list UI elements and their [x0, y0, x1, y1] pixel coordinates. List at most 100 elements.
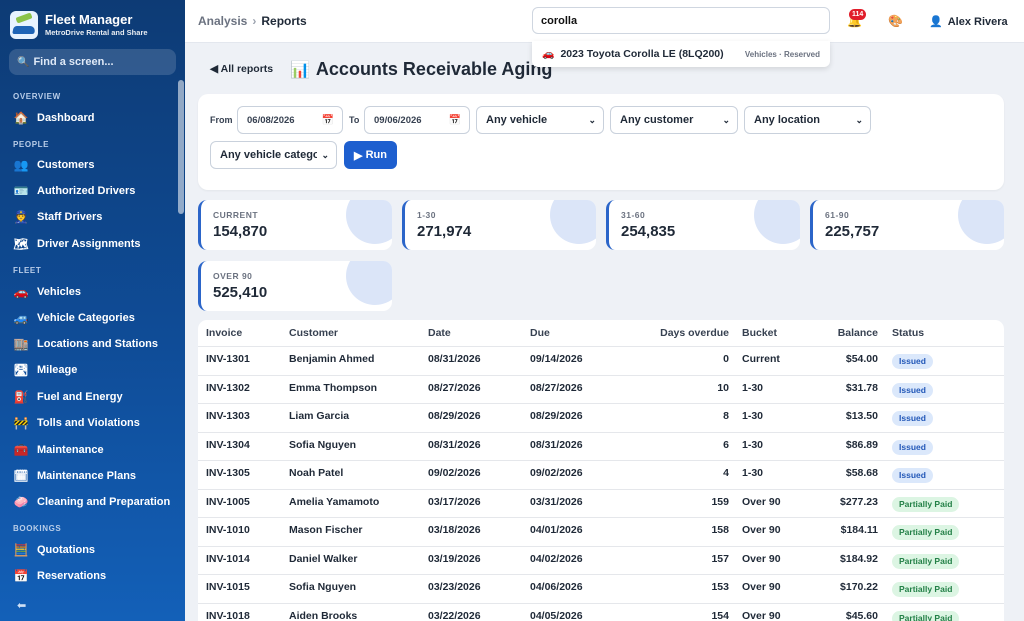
fleet-logo-icon — [10, 11, 38, 39]
col-date[interactable]: Date — [428, 327, 451, 339]
to-label: To — [349, 115, 360, 125]
sidebar-item-locations[interactable]: 🏬 Locations and Stations — [13, 337, 159, 351]
col-due[interactable]: Due — [530, 327, 550, 339]
table-cell: 03/18/2026 — [428, 524, 481, 536]
sidebar-item-authorized-drivers[interactable]: 🪪 Authorized Drivers — [13, 184, 136, 198]
col-status[interactable]: Status — [892, 327, 925, 339]
table-cell: 1-30 — [742, 381, 764, 394]
table-cell: $31.78 — [845, 381, 878, 394]
sidebar-item-vehicle-categories[interactable]: 🚙 Vehicle Categories — [13, 311, 135, 325]
table-cell: 1-30 — [742, 438, 764, 451]
sidebar-item-maintenance-plans[interactable]: 🗓 Maintenance Plans — [13, 469, 137, 483]
sidebar-item-maintenance[interactable]: 🧰 Maintenance — [13, 443, 104, 457]
table-cell: $13.50 — [845, 410, 878, 422]
car-icon: 🚗 — [13, 285, 29, 299]
table-row[interactable]: INV-1014 Daniel Walker 03/19/2026 04/02/202… — [198, 547, 1004, 575]
table-cell: 03/23/2026 — [428, 581, 481, 593]
table-cell: 08/31/2026 — [428, 438, 481, 451]
sidebar-item-dashboard[interactable]: 🏠 Dashboard — [13, 111, 95, 125]
table-row[interactable]: INV-1301 Benjamin Ahmed 08/31/2026 09/14/20… — [198, 347, 1004, 376]
table-row[interactable]: INV-1303 Liam Garcia 08/29/2026 08/29/2026 8… — [198, 404, 1004, 433]
run-button[interactable]: ▶ Run — [344, 141, 397, 169]
table-cell: INV-1014 — [206, 552, 250, 565]
sidebar-item-staff-drivers[interactable]: 👮 Staff Drivers — [13, 210, 103, 224]
table-cell: 04/05/2026 — [530, 609, 583, 621]
table-cell: $184.11 — [840, 524, 878, 536]
sidebar-item-vehicles[interactable]: 🚗 Vehicles — [13, 285, 82, 299]
table-row[interactable]: INV-1302 Emma Thompson 08/27/2026 08/27/202… — [198, 376, 1004, 404]
col-days-overdue[interactable]: Days overdue — [660, 327, 729, 339]
table-cell: 158 — [711, 524, 729, 536]
table-cell: 09/02/2026 — [530, 467, 583, 479]
find-screen-input[interactable]: 🔍 Find a screen... — [9, 49, 176, 75]
calendar-icon[interactable]: 📅 — [321, 114, 334, 126]
table-row[interactable]: INV-1015 Sofia Nguyen 03/23/2026 04/06/2026… — [198, 575, 1004, 604]
sidebar-item-quotations[interactable]: 🧮 Quotations — [13, 543, 96, 557]
soap-icon: 🧼 — [13, 495, 29, 509]
sidebar-scrollbar[interactable] — [178, 80, 184, 214]
sidebar-item-tolls[interactable]: 🚧 Tolls and Violations — [13, 416, 140, 430]
table-row[interactable]: INV-1018 Aiden Brooks 03/22/2026 04/05/2026… — [198, 604, 1004, 621]
sidebar-item-fuel[interactable]: ⛽ Fuel and Energy — [13, 390, 123, 404]
status-badge: Partially Paid — [892, 525, 960, 540]
car-category-icon: 🚙 — [13, 311, 29, 325]
col-balance[interactable]: Balance — [837, 327, 878, 339]
summary-card-current: CURRENT 154,870 — [198, 200, 392, 250]
sidebar: Fleet Manager MetroDrive Rental and Shar… — [0, 0, 185, 621]
from-date-input[interactable]: 06/08/2026 📅 — [237, 106, 343, 134]
sidebar-item-cleaning[interactable]: 🧼 Cleaning and Preparation — [13, 495, 171, 509]
sidebar-item-driver-assignments[interactable]: 🗺 Driver Assignments — [13, 237, 141, 251]
location-select[interactable]: Any location ⌄ — [744, 106, 871, 134]
barrier-icon: 🚧 — [13, 416, 29, 430]
filter-panel: From 06/08/2026 📅 To 09/06/2026 📅 Any vehi… — [198, 94, 1004, 190]
sidebar-item-mileage[interactable]: 🛣 Mileage — [13, 363, 78, 377]
col-bucket[interactable]: Bucket — [742, 327, 778, 339]
table-cell: Over 90 — [742, 495, 781, 508]
palette-icon[interactable]: 🎨 — [888, 14, 903, 28]
col-customer[interactable]: Customer — [289, 327, 339, 339]
table-cell: 09/14/2026 — [530, 353, 583, 365]
vehicle-select[interactable]: Any vehicle ⌄ — [476, 106, 604, 134]
table-cell: Emma Thompson — [289, 381, 378, 394]
search-icon: 🔍 — [17, 56, 30, 68]
chevron-right-icon: › — [252, 14, 257, 28]
all-reports-link[interactable]: ◀ All reports — [210, 63, 274, 75]
breadcrumb-reports: Reports — [261, 14, 307, 28]
table-cell: INV-1005 — [206, 495, 250, 508]
table-cell: 1-30 — [742, 467, 764, 479]
status-badge: Partially Paid — [892, 582, 960, 597]
sidebar-item-reservations[interactable]: 📅 Reservations — [13, 569, 107, 583]
app-title: Fleet Manager — [45, 11, 133, 27]
home-icon: 🏠 — [13, 111, 29, 125]
breadcrumb-analysis[interactable]: Analysis — [198, 14, 248, 28]
customer-select[interactable]: Any customer ⌄ — [610, 106, 738, 134]
table-row[interactable]: INV-1010 Mason Fischer 03/18/2026 04/01/202… — [198, 518, 1004, 547]
table-cell: INV-1301 — [206, 353, 250, 365]
people-icon: 👥 — [13, 158, 29, 172]
brand[interactable]: Fleet Manager MetroDrive Rental and Shar… — [10, 11, 148, 39]
table-cell: $58.68 — [845, 467, 878, 479]
calendar-icon[interactable]: 📅 — [448, 114, 461, 126]
table-cell: INV-1302 — [206, 381, 250, 394]
sidebar-item-customers[interactable]: 👥 Customers — [13, 158, 95, 172]
table-cell: Benjamin Ahmed — [289, 353, 375, 365]
user-menu[interactable]: 👤 Alex Rivera — [929, 15, 1008, 29]
collapse-sidebar-icon[interactable]: ⬅ — [17, 600, 27, 612]
table-row[interactable]: INV-1305 Noah Patel 09/02/2026 09/02/2026 4 1… — [198, 461, 1004, 490]
chart-icon: 📊 — [290, 61, 310, 79]
topbar: Analysis›Reports 🔔 114 🎨 👤 Alex Rivera — [185, 0, 1024, 43]
vehicle-category-select[interactable]: Any vehicle category⌄ — [210, 141, 337, 169]
table-cell: Current — [742, 353, 780, 365]
to-date-input[interactable]: 09/06/2026 📅 — [364, 106, 470, 134]
search-result-item[interactable]: 🚗 2023 Toyota Corolla LE (8LQ200) Vehicl… — [532, 41, 830, 67]
table-row[interactable]: INV-1304 Sofia Nguyen 08/31/2026 08/31/2026… — [198, 433, 1004, 461]
table-cell: 03/19/2026 — [428, 552, 481, 565]
col-invoice[interactable]: Invoice — [206, 327, 243, 339]
back-arrow-icon: ◀ — [210, 63, 219, 75]
global-search-input[interactable] — [532, 7, 830, 34]
table-cell: Noah Patel — [289, 467, 344, 479]
status-badge: Issued — [892, 439, 933, 455]
table-row[interactable]: INV-1005 Amelia Yamamoto 03/17/2026 03/31/2… — [198, 490, 1004, 518]
table-cell: INV-1015 — [206, 581, 250, 593]
table-cell: Daniel Walker — [289, 552, 358, 565]
